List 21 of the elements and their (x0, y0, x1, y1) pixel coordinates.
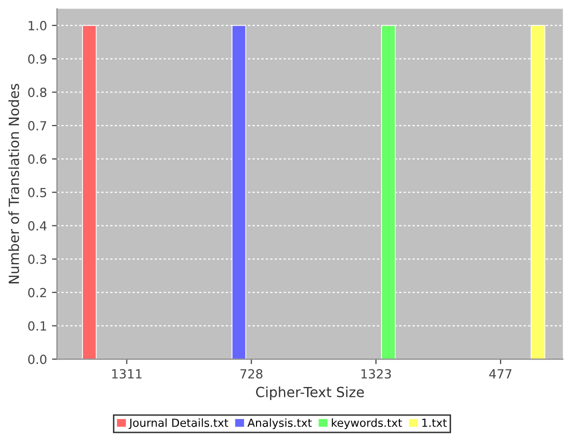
y-tick-label: 0.8 (28, 88, 46, 98)
y-tick-label: 0.5 (28, 188, 46, 198)
legend-label: Journal Details.txt (128, 418, 228, 430)
x-tick-label: 477 (489, 369, 512, 378)
y-tick-label: 0.3 (28, 254, 46, 264)
y-tick-label: 0.1 (28, 321, 46, 331)
x-tick-label: 728 (240, 369, 262, 379)
y-tick-label: 0.6 (28, 154, 46, 164)
y-tick-label: 0.9 (28, 54, 46, 64)
y-tick-label: 0.7 (28, 121, 46, 130)
legend-label: 1.txt (422, 418, 447, 427)
y-tick-label: 1.0 (28, 20, 46, 30)
x-tick-label: 1311 (112, 369, 142, 379)
legend-label: keywords.txt (332, 418, 402, 430)
y-tick-label: 0.2 (28, 288, 46, 298)
x-axis-title: Cipher-Text Size (256, 386, 364, 400)
y-tick-label: 0.4 (28, 221, 47, 231)
y-axis-title: Number of Translation Nodes (8, 84, 20, 284)
x-tick-label: 1323 (361, 369, 391, 379)
y-tick-label: 0.0 (28, 354, 46, 364)
legend-label: Analysis.txt (247, 418, 312, 430)
